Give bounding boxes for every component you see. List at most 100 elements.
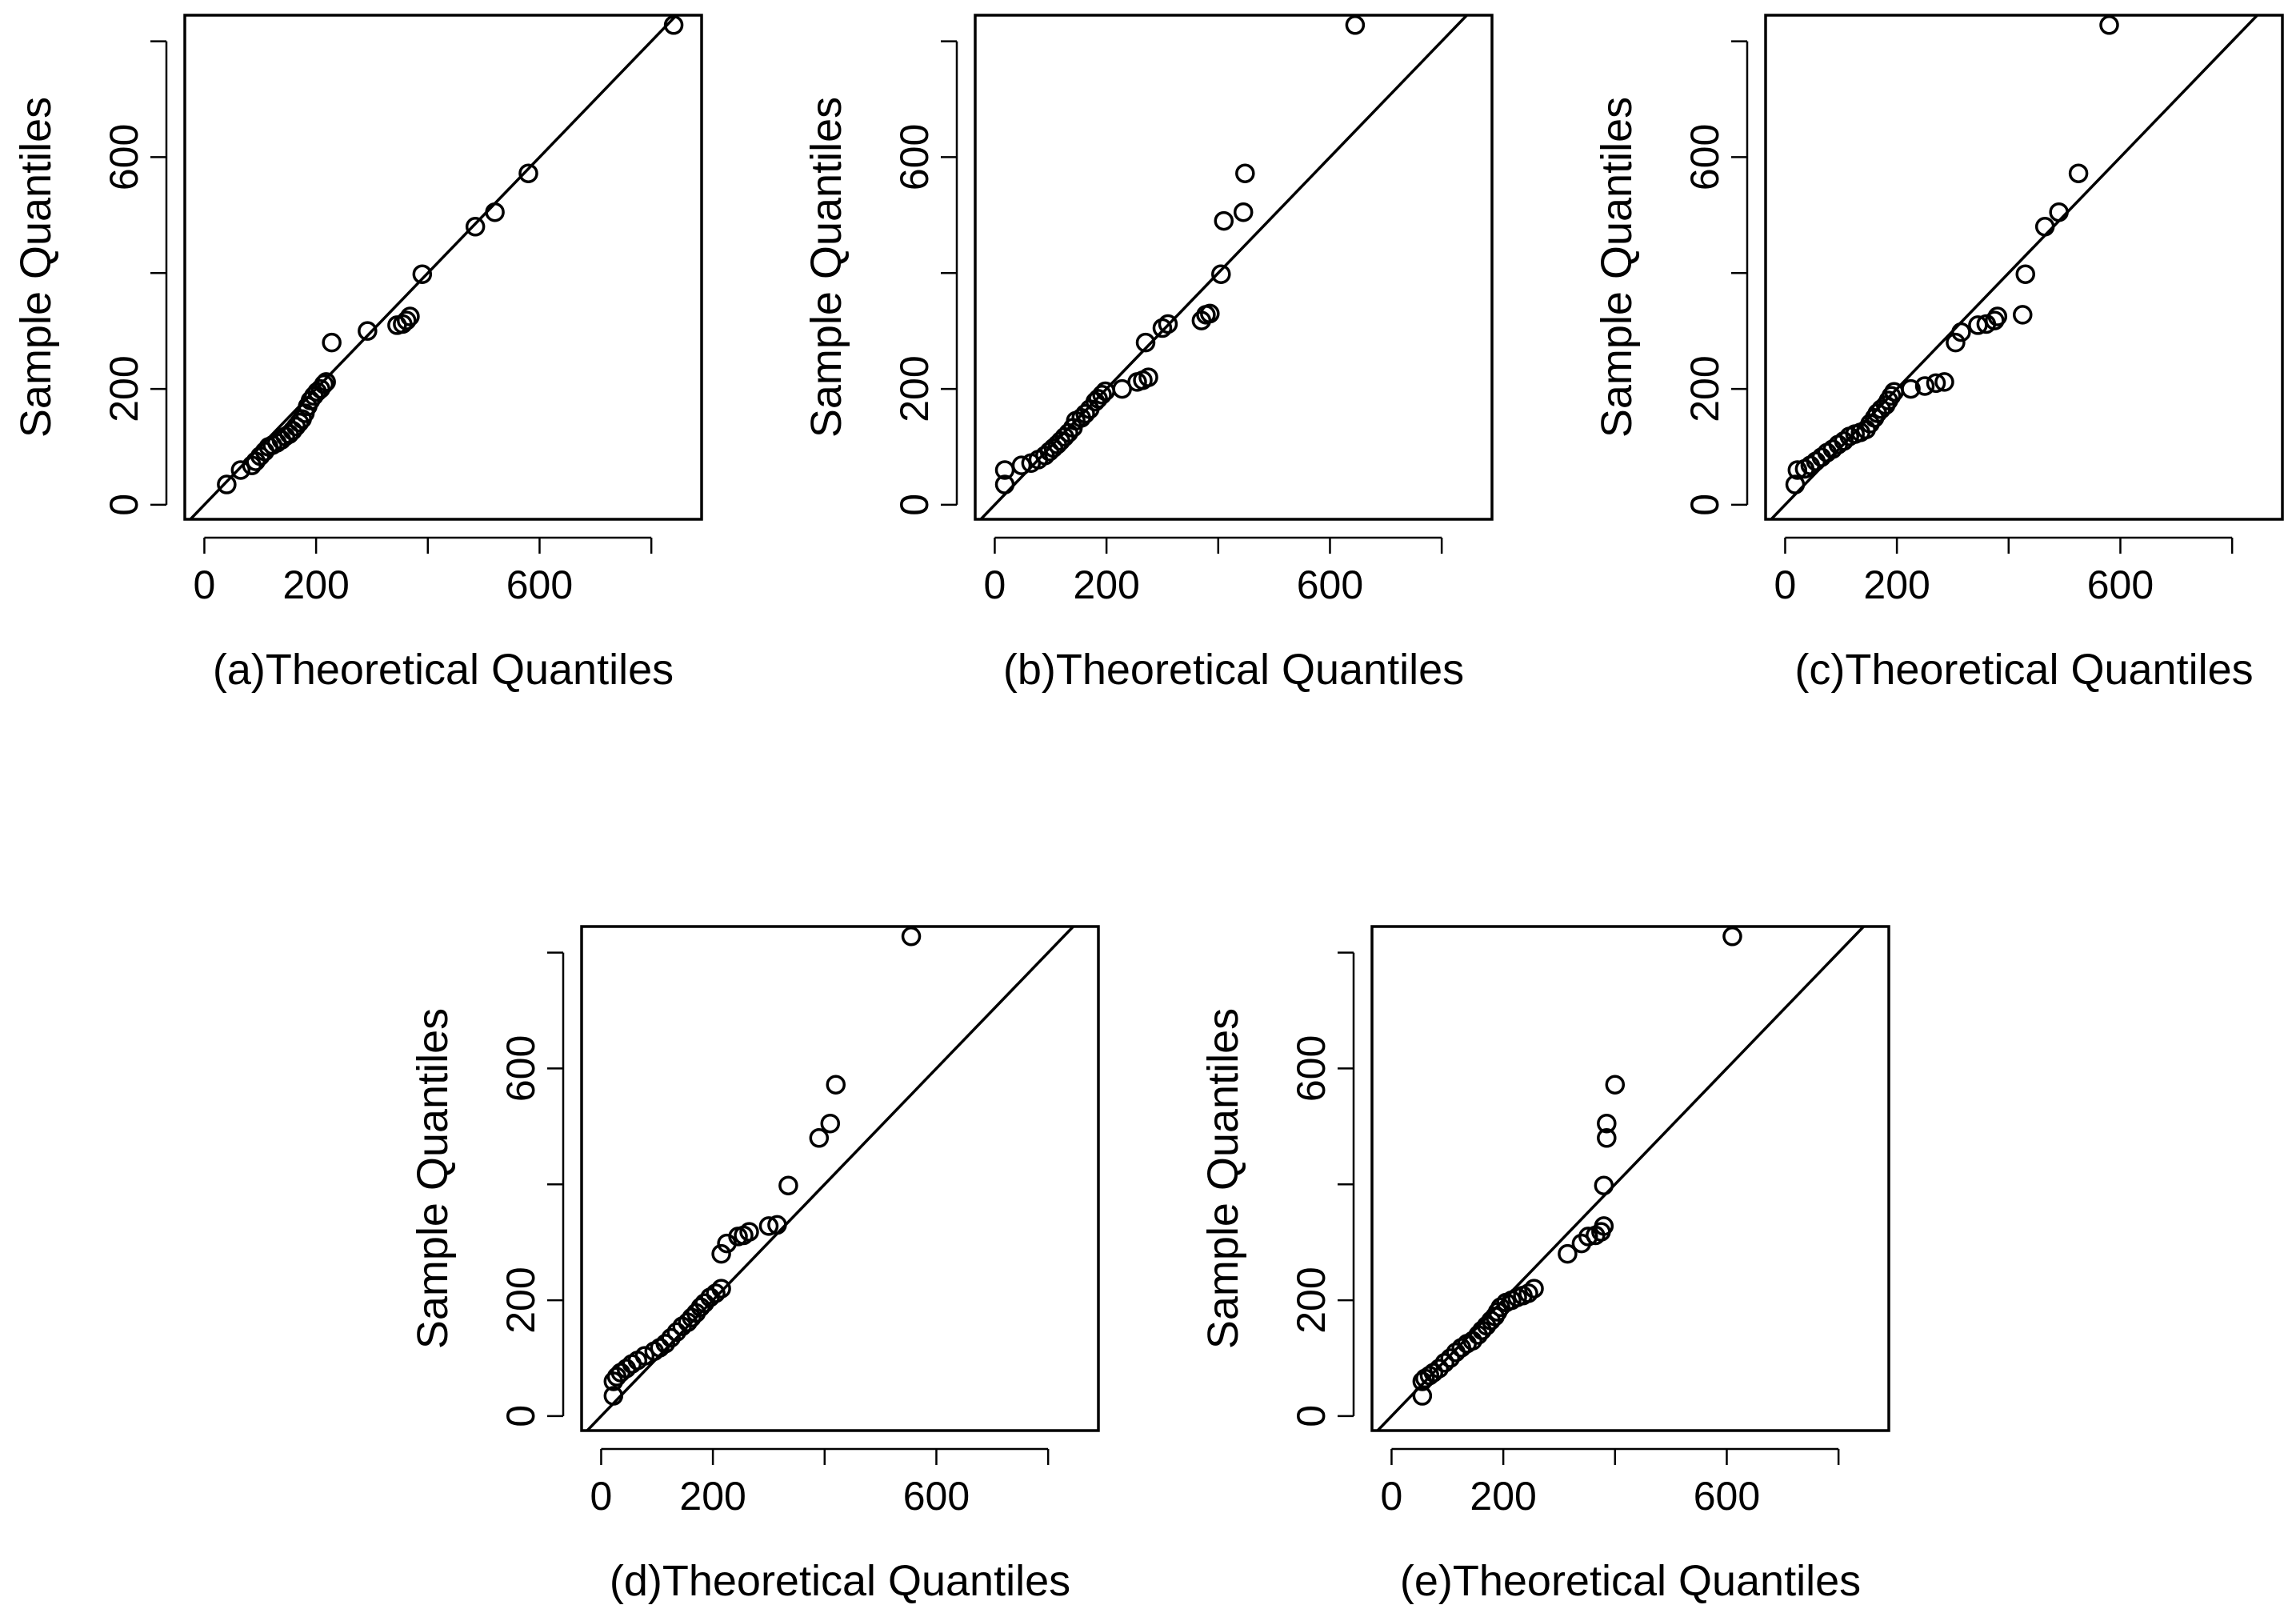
data-point <box>400 306 420 326</box>
y-axis-title: Sample Quantiles <box>409 1008 457 1349</box>
panel-e: 0 200 600 0 200 600 (e)Theoretical Quantiles Sa… <box>1199 925 1890 1605</box>
y-axis-title: Sample Quantiles <box>1593 97 1641 438</box>
y-tick-label: 200 <box>1682 355 1727 422</box>
data-point <box>901 927 922 947</box>
x-axis-title: (e)Theoretical Quantiles <box>1400 1557 1861 1605</box>
data-point <box>655 1334 676 1354</box>
data-point <box>1597 1128 1617 1148</box>
data-point <box>358 321 378 341</box>
x-axis-title: (d)Theoretical Quantiles <box>610 1557 1070 1605</box>
data-point <box>1881 386 1902 406</box>
data-point <box>1518 1283 1538 1303</box>
x-tick-label: 0 <box>1774 562 1797 607</box>
data-point <box>1092 385 1112 405</box>
data-point <box>2015 264 2035 284</box>
data-point <box>809 1128 830 1148</box>
x-tick-label: 0 <box>194 562 216 607</box>
data-point <box>1951 322 1971 342</box>
data-point <box>217 474 237 494</box>
data-point <box>314 374 334 394</box>
x-axis-title: (c)Theoretical Quantiles <box>1794 646 2253 694</box>
x-axis-title: (b)Theoretical Quantiles <box>1003 646 1464 694</box>
panel-a: 0 200 600 0 200 600 (a)Theoretical Quantiles Sa… <box>12 14 703 694</box>
data-point <box>739 1222 759 1242</box>
data-point <box>634 1346 655 1366</box>
data-point <box>778 1175 798 1195</box>
data-point <box>1914 376 1935 396</box>
x-tick-label: 600 <box>2087 562 2154 607</box>
x-tick-label: 600 <box>506 562 573 607</box>
y-tick-label: 0 <box>1289 1405 1334 1427</box>
plot-frame <box>183 14 703 521</box>
data-point <box>412 264 433 284</box>
y-tick-label: 0 <box>892 494 937 516</box>
data-point <box>1558 1243 1578 1264</box>
y-tick-label: 600 <box>102 124 146 190</box>
data-point <box>1345 15 1366 35</box>
data-point <box>994 474 1015 494</box>
data-point <box>1946 332 1966 353</box>
data-point <box>1594 1216 1614 1236</box>
data-point <box>1429 1359 1450 1379</box>
reference-line <box>1769 15 2260 519</box>
y-tick-label: 600 <box>498 1035 543 1102</box>
data-point <box>1211 264 1231 284</box>
y-tick-label: 0 <box>102 494 146 516</box>
data-point <box>666 1322 686 1343</box>
y-tick-label: 600 <box>1289 1035 1334 1102</box>
x-tick-label: 600 <box>1297 562 1363 607</box>
plot-frame <box>974 14 1494 521</box>
y-tick-label: 200 <box>892 355 937 422</box>
x-tick-label: 200 <box>1470 1474 1536 1519</box>
data-point <box>1200 303 1220 324</box>
data-point <box>322 332 342 353</box>
panel-d: 0 200 600 0 200 600 (d)Theoretical Quantiles Sa… <box>409 925 1100 1605</box>
y-tick-label: 200 <box>498 1267 543 1333</box>
y-tick-label: 200 <box>1289 1267 1334 1333</box>
data-point <box>1605 1075 1626 1095</box>
data-point <box>767 1215 787 1235</box>
y-tick-label: 0 <box>498 1405 543 1427</box>
plot-frame <box>580 925 1100 1432</box>
data-point <box>1138 367 1158 387</box>
data-point <box>1235 163 1255 183</box>
data-point <box>758 1216 779 1236</box>
data-point <box>2049 202 2069 222</box>
data-point <box>661 1327 681 1348</box>
data-point <box>316 372 336 392</box>
data-point <box>826 1075 846 1095</box>
plot-frame <box>1370 925 1890 1432</box>
data-point <box>1135 332 1156 353</box>
data-point <box>1075 403 1095 424</box>
data-point <box>1578 1227 1598 1247</box>
plot-frame <box>1764 14 2284 521</box>
x-axis-title: (a)Theoretical Quantiles <box>213 646 674 694</box>
y-tick-label: 600 <box>1682 124 1727 190</box>
y-axis-title: Sample Quantiles <box>802 97 850 438</box>
x-tick-label: 200 <box>1073 562 1139 607</box>
x-tick-label: 200 <box>282 562 349 607</box>
data-point <box>1785 474 1806 494</box>
data-point <box>711 1243 731 1264</box>
x-tick-label: 200 <box>1863 562 1930 607</box>
data-point <box>1434 1353 1455 1373</box>
y-tick-label: 600 <box>892 124 937 190</box>
data-point <box>1594 1175 1614 1195</box>
data-point <box>820 1113 841 1134</box>
y-tick-label: 200 <box>102 355 146 422</box>
data-point <box>1524 1279 1544 1299</box>
data-point <box>1440 1348 1461 1368</box>
data-point <box>1597 1113 1617 1134</box>
panel-b: 0 200 600 0 200 600 (b)Theoretical Quantiles Sa… <box>802 14 1494 694</box>
data-point <box>603 1386 624 1406</box>
data-point <box>1787 460 1808 480</box>
data-point <box>1011 455 1032 475</box>
data-point <box>1901 378 1921 399</box>
x-tick-label: 0 <box>984 562 1006 607</box>
y-tick-label: 0 <box>1682 494 1727 516</box>
data-point <box>2013 305 2033 325</box>
data-point <box>1985 310 2005 330</box>
data-point <box>711 1279 731 1299</box>
x-tick-label: 600 <box>1694 1474 1760 1519</box>
